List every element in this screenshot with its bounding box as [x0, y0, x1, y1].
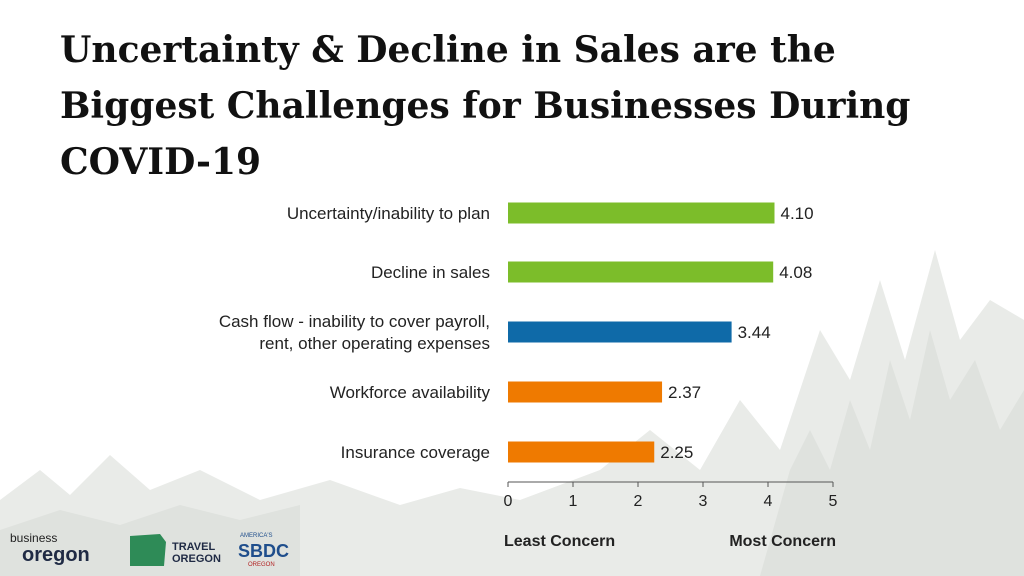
x-tick-label-5: 5 [829, 493, 838, 510]
bar-2 [508, 261, 774, 283]
title-line-3: COVID-19 [60, 141, 262, 183]
sbdc-logo: AMERICA'S SBDC OREGON [238, 533, 289, 568]
travel-logo-line1: TRAVEL [172, 541, 215, 553]
bar-1 [508, 202, 775, 224]
bar-value-label-1: 4.10 [781, 204, 814, 223]
bar-4 [508, 381, 663, 403]
business-logo-bottom-text: oregon [22, 544, 90, 566]
partner-logos: business oregon TRAVEL OREGON AMERICA'S … [10, 531, 289, 568]
x-tick-label-0: 0 [504, 493, 513, 510]
business-logo-top-text: business [10, 531, 57, 545]
bar-5 [508, 441, 655, 463]
x-tick-label-3: 3 [699, 493, 708, 510]
title-line-1: Uncertainty & Decline in Sales are the [60, 29, 836, 71]
category-label-1: Uncertainty/inability to plan [287, 204, 490, 223]
x-tick-label-1: 1 [569, 493, 578, 510]
title-line-2: Biggest Challenges for Businesses During [60, 85, 911, 127]
bar-3 [508, 321, 732, 343]
most-concern-label: Most Concern [729, 533, 836, 550]
sbdc-logo-top-text: AMERICA'S [240, 533, 272, 539]
oregon-state-icon [130, 534, 166, 566]
category-label-2: Decline in sales [371, 263, 490, 282]
bar-value-label-3: 3.44 [738, 323, 771, 342]
category-label-3-line-2: rent, other operating expenses [259, 334, 490, 353]
category-label-4: Workforce availability [330, 383, 491, 402]
sbdc-logo-bottom-text: OREGON [248, 562, 275, 568]
page-title: Uncertainty & Decline in Sales are the B… [60, 22, 960, 190]
category-label-5: Insurance coverage [341, 443, 490, 462]
bar-value-label-2: 4.08 [779, 263, 812, 282]
business-oregon-logo: business oregon [10, 531, 90, 566]
bar-value-label-4: 2.37 [668, 383, 701, 402]
travel-oregon-logo: TRAVEL OREGON [130, 534, 221, 566]
bar-value-label-5: 2.25 [660, 443, 693, 462]
category-label-3-line-1: Cash flow - inability to cover payroll, [219, 312, 490, 331]
sbdc-logo-main-text: SBDC [238, 541, 289, 561]
x-tick-label-4: 4 [764, 493, 773, 510]
travel-logo-line2: OREGON [172, 553, 221, 565]
least-concern-label: Least Concern [504, 533, 615, 550]
horizontal-bar-chart: 4.10 Uncertainty/inability to plan 4.08 Dec… [219, 202, 838, 550]
x-tick-label-2: 2 [634, 493, 643, 510]
